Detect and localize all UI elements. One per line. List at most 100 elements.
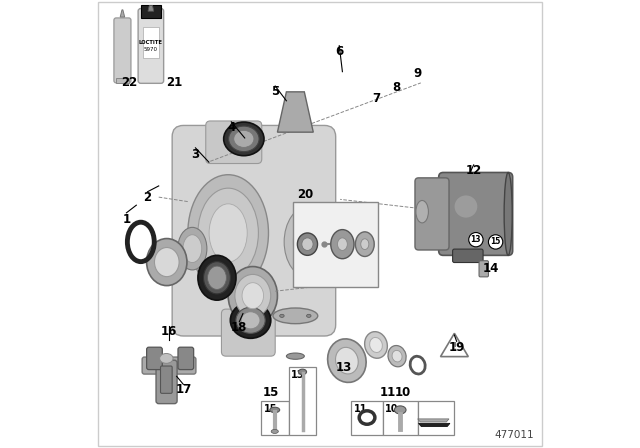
Text: 8: 8 <box>392 81 400 94</box>
FancyBboxPatch shape <box>147 347 163 370</box>
Ellipse shape <box>242 283 264 309</box>
Ellipse shape <box>361 239 369 250</box>
FancyBboxPatch shape <box>178 347 194 370</box>
Ellipse shape <box>183 235 202 263</box>
Ellipse shape <box>298 233 317 255</box>
Text: 13: 13 <box>335 361 352 374</box>
Ellipse shape <box>298 369 307 375</box>
Ellipse shape <box>307 314 311 317</box>
Ellipse shape <box>159 353 173 363</box>
Ellipse shape <box>207 266 227 289</box>
Ellipse shape <box>271 429 278 433</box>
FancyBboxPatch shape <box>172 125 335 336</box>
Ellipse shape <box>273 308 317 323</box>
Text: 477011: 477011 <box>495 430 534 440</box>
Bar <box>141 5 161 18</box>
Ellipse shape <box>188 175 269 291</box>
Text: 11: 11 <box>380 385 396 399</box>
Ellipse shape <box>388 345 406 367</box>
Text: 2: 2 <box>143 190 152 204</box>
FancyBboxPatch shape <box>415 178 449 250</box>
Ellipse shape <box>331 229 354 258</box>
Polygon shape <box>419 423 450 426</box>
Text: 7: 7 <box>372 92 380 105</box>
FancyBboxPatch shape <box>439 172 513 255</box>
FancyBboxPatch shape <box>156 360 177 404</box>
Ellipse shape <box>416 200 428 223</box>
Text: 10: 10 <box>395 385 411 399</box>
Circle shape <box>488 235 503 249</box>
Ellipse shape <box>504 172 512 255</box>
Ellipse shape <box>224 122 264 156</box>
Ellipse shape <box>284 206 333 278</box>
FancyBboxPatch shape <box>312 227 344 275</box>
Ellipse shape <box>328 339 366 383</box>
FancyBboxPatch shape <box>479 261 488 277</box>
Ellipse shape <box>287 353 305 359</box>
Ellipse shape <box>236 307 265 333</box>
Text: 4: 4 <box>227 121 236 134</box>
Bar <box>418 401 454 435</box>
FancyBboxPatch shape <box>221 309 275 356</box>
Circle shape <box>468 233 483 247</box>
Text: 12: 12 <box>465 164 482 177</box>
Text: 21: 21 <box>166 76 182 90</box>
Text: 14: 14 <box>483 262 499 276</box>
Text: 22: 22 <box>122 76 138 90</box>
Ellipse shape <box>394 406 406 414</box>
Text: 13: 13 <box>470 235 481 244</box>
Ellipse shape <box>235 274 271 317</box>
Text: 18: 18 <box>231 320 248 334</box>
Polygon shape <box>120 10 125 17</box>
Ellipse shape <box>293 218 324 265</box>
Text: 11: 11 <box>354 404 367 414</box>
Ellipse shape <box>234 130 254 147</box>
Text: 17: 17 <box>175 383 191 396</box>
Text: 6: 6 <box>335 45 344 58</box>
Text: 9: 9 <box>413 67 422 81</box>
Ellipse shape <box>154 247 179 276</box>
Text: 3: 3 <box>191 148 200 161</box>
Bar <box>289 367 316 435</box>
Ellipse shape <box>454 195 477 218</box>
Text: 5: 5 <box>271 85 279 99</box>
Ellipse shape <box>204 262 230 294</box>
Polygon shape <box>440 333 468 357</box>
Text: 19: 19 <box>449 340 465 354</box>
Bar <box>383 401 418 435</box>
Bar <box>143 27 159 58</box>
FancyBboxPatch shape <box>452 249 483 263</box>
Ellipse shape <box>365 332 387 358</box>
Ellipse shape <box>241 312 260 329</box>
Text: LOCTITE: LOCTITE <box>139 40 163 45</box>
Ellipse shape <box>370 337 382 353</box>
Text: 20: 20 <box>297 188 313 202</box>
Text: 15: 15 <box>262 385 279 399</box>
Text: 10: 10 <box>385 404 399 414</box>
Polygon shape <box>418 419 449 422</box>
Ellipse shape <box>355 232 374 256</box>
Ellipse shape <box>228 126 259 152</box>
Ellipse shape <box>302 238 313 250</box>
Bar <box>293 202 378 287</box>
Ellipse shape <box>335 347 358 374</box>
Text: 16: 16 <box>161 325 177 338</box>
Ellipse shape <box>228 267 277 325</box>
Ellipse shape <box>280 314 284 317</box>
Text: 1: 1 <box>122 213 131 226</box>
Text: 13: 13 <box>291 370 305 380</box>
Bar <box>261 401 289 435</box>
Ellipse shape <box>270 407 280 413</box>
Ellipse shape <box>147 238 187 286</box>
Text: !: ! <box>452 342 457 352</box>
Ellipse shape <box>209 204 247 262</box>
Ellipse shape <box>178 227 207 270</box>
FancyBboxPatch shape <box>138 9 164 83</box>
Ellipse shape <box>198 188 259 278</box>
Text: 15: 15 <box>264 404 277 414</box>
Ellipse shape <box>198 255 236 300</box>
FancyBboxPatch shape <box>114 18 131 83</box>
Bar <box>116 78 129 83</box>
Text: 5970: 5970 <box>144 47 158 52</box>
Ellipse shape <box>230 302 271 338</box>
